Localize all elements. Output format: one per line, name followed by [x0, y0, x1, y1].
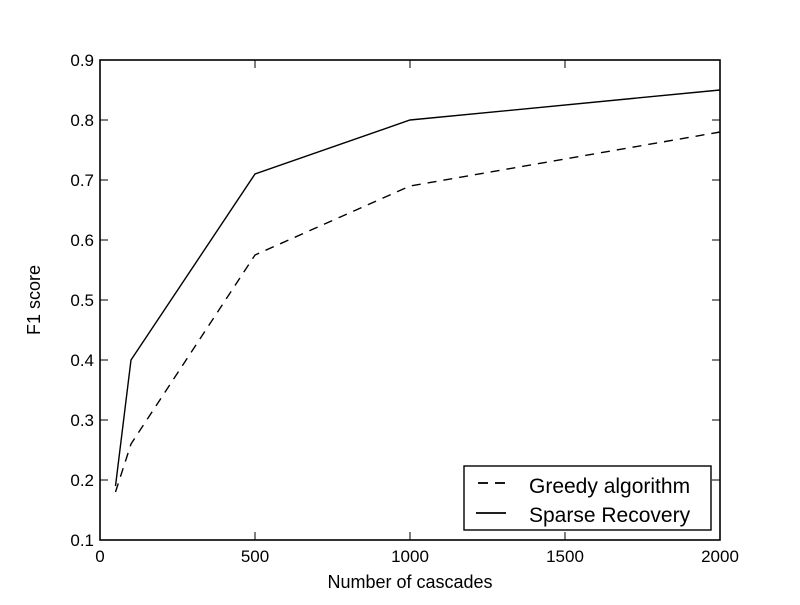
svg-text:0.6: 0.6	[70, 231, 94, 250]
svg-text:0.4: 0.4	[70, 351, 94, 370]
svg-text:1500: 1500	[546, 547, 584, 566]
svg-text:0.9: 0.9	[70, 51, 94, 70]
svg-text:Number of cascades: Number of cascades	[327, 572, 492, 592]
svg-text:0.5: 0.5	[70, 291, 94, 310]
svg-text:500: 500	[241, 547, 269, 566]
svg-text:0.7: 0.7	[70, 171, 94, 190]
svg-text:1000: 1000	[391, 547, 429, 566]
svg-text:0.8: 0.8	[70, 111, 94, 130]
svg-text:0.1: 0.1	[70, 531, 94, 550]
svg-text:0.3: 0.3	[70, 411, 94, 430]
svg-text:2000: 2000	[701, 547, 739, 566]
svg-text:0: 0	[95, 547, 104, 566]
svg-text:Sparse Recovery: Sparse Recovery	[529, 504, 691, 527]
svg-text:0.2: 0.2	[70, 471, 94, 490]
svg-text:F1 score: F1 score	[24, 265, 44, 335]
svg-text:Greedy algorithm: Greedy algorithm	[529, 475, 690, 498]
